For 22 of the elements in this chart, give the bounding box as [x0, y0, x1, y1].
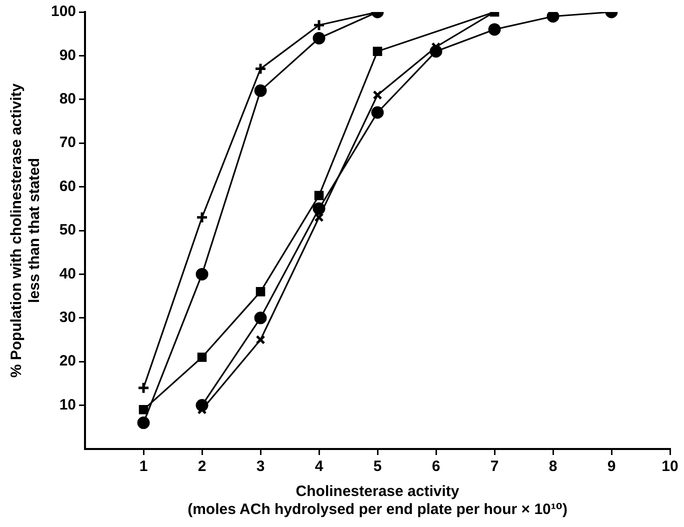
y-axis-title: % Population with cholinesterase activity less than that stated	[8, 82, 44, 378]
x-axis-title: Cholinesterase activity (moles ACh hydrolysed per end plate per hour × 10¹⁰)	[188, 483, 568, 518]
y-tick-label: 50	[59, 222, 76, 239]
x-tick-label: 1	[139, 458, 148, 476]
y-tick-label: 70	[59, 134, 76, 152]
x-tick-label: 2	[198, 458, 206, 476]
x-tick-label: 10	[662, 458, 678, 476]
y-tick-label: 20	[59, 352, 76, 370]
y-tick-label: 80	[59, 90, 76, 108]
y-tick-label: 100	[50, 3, 76, 20]
y-tick-label: 60	[59, 178, 76, 195]
x-tick-label: 5	[373, 458, 382, 476]
y-tick-label: 10	[59, 396, 76, 414]
x-tick-label: 9	[607, 458, 616, 476]
x-tick-label: 3	[256, 458, 265, 476]
y-tick-label: 90	[59, 46, 76, 64]
x-tick-label: 6	[432, 458, 440, 476]
x-tick-label: 8	[548, 458, 558, 476]
y-tick-label: 40	[59, 265, 76, 282]
y-tick-label: 30	[59, 309, 76, 326]
x-tick-label: 4	[314, 458, 324, 476]
x-tick-label: 7	[490, 458, 499, 476]
